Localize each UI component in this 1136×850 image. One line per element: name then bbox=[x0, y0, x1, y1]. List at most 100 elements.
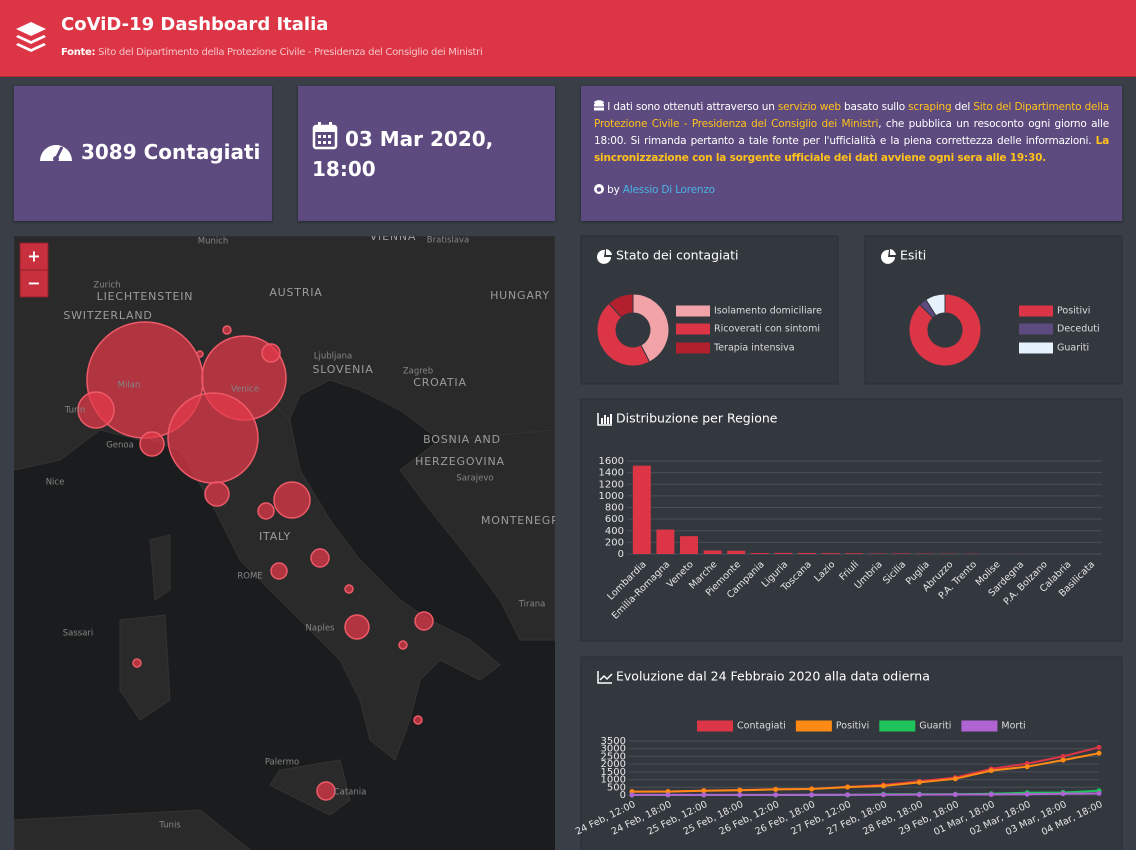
data-point bbox=[845, 792, 851, 798]
zoom-out-button[interactable] bbox=[19, 269, 49, 298]
info-text-part: del bbox=[951, 101, 974, 113]
panel bbox=[864, 235, 1123, 385]
info-link[interactable]: Sito del Dipartimento della Protezione C… bbox=[594, 101, 1109, 130]
calendar-icon bbox=[312, 122, 338, 150]
bar bbox=[750, 553, 769, 554]
map-place-label: Ljubljana bbox=[314, 352, 352, 362]
author-link[interactable]: Alessio Di Lorenzo bbox=[622, 184, 715, 196]
bar-icon bbox=[597, 413, 612, 426]
chart-title: Distribuzione per Regione bbox=[616, 411, 778, 426]
legend-swatch bbox=[676, 323, 710, 335]
info-text: I dati sono ottenuti attraverso un servi… bbox=[594, 99, 1109, 199]
data-point bbox=[737, 787, 743, 793]
data-point bbox=[880, 792, 886, 798]
donut-segment bbox=[596, 302, 651, 367]
database-icon bbox=[594, 100, 604, 111]
bar bbox=[727, 550, 746, 554]
data-point bbox=[1096, 790, 1102, 796]
data-point bbox=[773, 786, 779, 792]
info-highlight: La sincronizzazione con la sorgente uffi… bbox=[594, 135, 1109, 164]
map-place-label: Tunis bbox=[158, 821, 181, 831]
y-tick-label: 1500 bbox=[601, 767, 626, 778]
zoom-in-label[interactable]: + bbox=[27, 247, 40, 266]
github-icon bbox=[594, 184, 604, 194]
data-point bbox=[988, 768, 994, 774]
y-tick-label: 0 bbox=[618, 549, 624, 560]
data-point bbox=[916, 779, 922, 785]
bar bbox=[680, 536, 698, 554]
zoom-out-label[interactable]: − bbox=[27, 274, 40, 293]
chart-title: Evoluzione dal 24 Febbraio 2020 alla dat… bbox=[616, 669, 930, 684]
pie-icon bbox=[890, 249, 896, 255]
map-bubble bbox=[316, 781, 336, 801]
data-point bbox=[1096, 750, 1102, 756]
data-point bbox=[880, 783, 886, 789]
y-tick-label: 2500 bbox=[601, 751, 626, 762]
map-place-label: LIECHTENSTEIN bbox=[97, 290, 194, 303]
map-place-label: VIENNA bbox=[370, 230, 417, 243]
legend-label: Contagiati bbox=[737, 721, 786, 732]
source-link[interactable]: Sito del Dipartimento della Protezione C… bbox=[98, 47, 483, 58]
data-point bbox=[916, 792, 922, 798]
map-place-label: Munich bbox=[198, 237, 229, 247]
data-point bbox=[1060, 753, 1066, 759]
data-point bbox=[1024, 791, 1030, 797]
y-tick-label: 1000 bbox=[599, 491, 624, 502]
info-link[interactable]: scraping bbox=[908, 101, 952, 113]
map-bubble bbox=[257, 502, 275, 520]
map-place-label: AUSTRIA bbox=[269, 286, 322, 299]
update-date: 03 Mar 2020, 18:00 bbox=[312, 127, 494, 181]
map-bubble bbox=[414, 611, 434, 631]
cases-count: 3089 Contagiati bbox=[80, 140, 261, 164]
panel bbox=[580, 398, 1123, 642]
map-place-label: BOSNIA AND bbox=[423, 433, 501, 446]
data-point bbox=[701, 792, 707, 798]
legend-label: Deceduti bbox=[1057, 324, 1100, 335]
bar bbox=[892, 553, 911, 554]
legend-swatch bbox=[676, 342, 710, 354]
panel-icons bbox=[597, 249, 896, 684]
map-place-label: SLOVENIA bbox=[312, 363, 373, 376]
map-bubble bbox=[77, 391, 115, 429]
legend-label: Morti bbox=[1001, 721, 1025, 732]
map[interactable]: Munich VIENNA Bratislava ZurichLIECHTENSTEI… bbox=[14, 230, 569, 850]
bar bbox=[656, 529, 675, 554]
map-bubble bbox=[132, 658, 142, 668]
map-bubble bbox=[273, 481, 311, 519]
map-place-label: Tirana bbox=[518, 600, 546, 610]
legend-swatch bbox=[1019, 305, 1053, 317]
map-place-label: Venice bbox=[231, 385, 259, 395]
donut-segment bbox=[608, 293, 634, 319]
legend-label: Ricoverati con sintomi bbox=[714, 324, 820, 335]
map-place-label: Bratislava bbox=[427, 236, 469, 246]
legend-swatch bbox=[1019, 323, 1053, 335]
legend-label: Guariti bbox=[919, 721, 951, 732]
legend-swatch bbox=[676, 305, 710, 317]
map-bubble bbox=[344, 614, 370, 640]
map-bubble bbox=[398, 640, 408, 650]
legend-swatch bbox=[1019, 342, 1053, 354]
map-bubble bbox=[270, 562, 288, 580]
info-link[interactable]: servizio web bbox=[777, 101, 841, 113]
y-tick-label: 1200 bbox=[599, 479, 624, 490]
map-place-label: Nice bbox=[46, 478, 65, 488]
legend-label: Guariti bbox=[1057, 343, 1089, 354]
map-place-label: Milan bbox=[118, 381, 141, 391]
map-place-label: HERZEGOVINA bbox=[415, 455, 505, 468]
panels bbox=[580, 235, 1123, 850]
bar bbox=[798, 552, 816, 554]
data-point bbox=[701, 788, 707, 794]
header: CoViD-19 Dashboard Italia Fonte: Sito de… bbox=[0, 0, 1136, 77]
pie-icon bbox=[597, 249, 611, 264]
data-point bbox=[1096, 744, 1102, 750]
y-tick-label: 1400 bbox=[599, 468, 624, 479]
legend-swatch bbox=[879, 720, 916, 732]
bar bbox=[845, 553, 864, 554]
info-text-part: I dati sono ottenuti attraverso un bbox=[607, 101, 778, 113]
zoom-in-button[interactable] bbox=[19, 242, 49, 271]
data-point bbox=[809, 792, 815, 798]
pie-icon bbox=[881, 249, 895, 264]
chart-title: Esiti bbox=[900, 248, 926, 263]
legend-swatch bbox=[697, 720, 733, 732]
date-row: 03 Mar 2020, 18:00 bbox=[312, 122, 512, 184]
